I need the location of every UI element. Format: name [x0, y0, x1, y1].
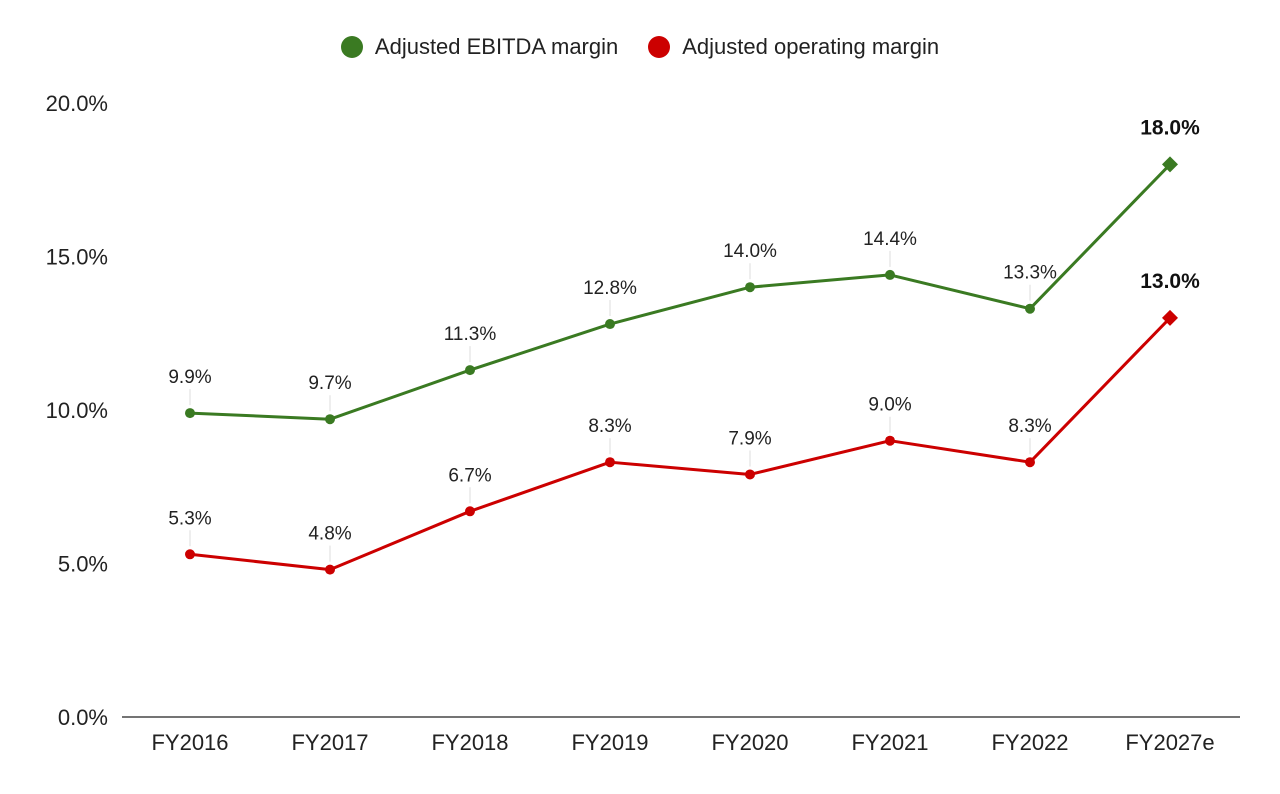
data-point [465, 365, 475, 376]
x-tick-label: FY2027e [1125, 730, 1214, 755]
x-tick-label: FY2018 [431, 730, 508, 755]
data-point [465, 506, 475, 517]
x-tick-label: FY2019 [571, 730, 648, 755]
data-point [605, 457, 615, 468]
data-label: 6.7% [448, 465, 491, 486]
data-point [745, 469, 755, 480]
x-tick-label: FY2020 [711, 730, 788, 755]
data-label: 14.4% [863, 229, 917, 250]
data-point-estimate [1162, 156, 1178, 173]
chart-legend: Adjusted EBITDA margin Adjusted operatin… [0, 34, 1280, 60]
data-point [1025, 303, 1035, 314]
data-point-estimate [1162, 309, 1178, 326]
x-tick-label: FY2017 [291, 730, 368, 755]
legend-marker-ebitda [340, 36, 363, 58]
data-point [185, 549, 195, 560]
legend-label-operating: Adjusted operating margin [682, 34, 940, 59]
data-point [325, 414, 335, 425]
y-tick-label: 5.0% [58, 552, 108, 577]
data-point [605, 319, 615, 330]
data-label: 4.8% [308, 524, 351, 545]
series-line-ebitda [189, 163, 1172, 421]
series-line-operating [189, 316, 1172, 572]
data-label-estimate: 18.0% [1140, 116, 1200, 139]
data-label: 14.0% [723, 241, 777, 262]
data-point [885, 269, 895, 280]
data-label: 9.0% [868, 395, 911, 416]
data-label-estimate: 13.0% [1140, 270, 1200, 293]
y-tick-label: 15.0% [46, 245, 108, 270]
y-tick-label: 10.0% [46, 398, 108, 423]
legend-item-ebitda[interactable]: Adjusted EBITDA margin [340, 34, 619, 60]
legend-item-operating[interactable]: Adjusted operating margin [648, 34, 939, 60]
data-label: 9.9% [168, 367, 211, 388]
legend-label-ebitda: Adjusted EBITDA margin [374, 34, 619, 59]
data-label: 8.3% [1008, 416, 1051, 437]
y-tick-label: 20.0% [46, 91, 108, 116]
x-tick-label: FY2022 [991, 730, 1068, 755]
x-tick-label: FY2016 [151, 730, 228, 755]
y-tick-label: 0.0% [58, 705, 108, 730]
data-label: 7.9% [728, 428, 771, 449]
data-label: 11.3% [444, 324, 497, 345]
data-point [1025, 457, 1035, 468]
data-label: 5.3% [168, 508, 211, 529]
legend-marker-operating [648, 36, 671, 58]
data-label: 8.3% [588, 416, 631, 437]
data-label: 12.8% [583, 278, 637, 299]
data-label: 9.7% [308, 373, 351, 394]
data-point [745, 282, 755, 293]
data-point [885, 435, 895, 446]
x-tick-label: FY2021 [851, 730, 928, 755]
data-point [185, 408, 195, 419]
data-label: 13.3% [1003, 263, 1057, 284]
data-point [325, 564, 335, 575]
